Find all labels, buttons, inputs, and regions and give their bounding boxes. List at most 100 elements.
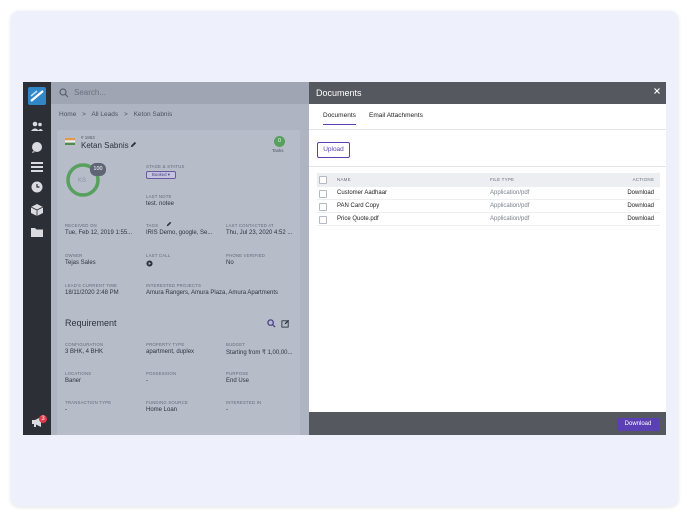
search-icon <box>59 88 69 98</box>
logo-icon[interactable] <box>28 87 46 105</box>
field-label: PHONE VERIFIED <box>226 253 266 258</box>
document-name: Price Quote.pdf <box>337 216 379 222</box>
row-checkbox[interactable] <box>319 202 327 211</box>
field-label: STAGE & STATUS <box>146 164 185 169</box>
field-label: BUDGET <box>226 342 246 347</box>
table-row: PAN Card Copy Application/pdf Download <box>317 200 660 213</box>
field-label: PURPOSE <box>226 371 249 376</box>
row-checkbox[interactable] <box>319 189 327 198</box>
search-input[interactable]: Search... <box>74 88 107 97</box>
field-value: Tejas Sales <box>65 260 96 266</box>
notification-badge: 3 <box>39 415 47 423</box>
field-label: OWNER <box>65 253 83 258</box>
field-value: apartment, duplex <box>146 349 195 355</box>
field-value: - <box>146 378 148 384</box>
requirement-title: Requirement <box>65 318 117 328</box>
lead-detail-page: Search... Home > All Leads > Keton Sabni… <box>51 82 309 435</box>
chat-icon[interactable] <box>30 140 44 154</box>
field-value: End Use <box>226 378 250 384</box>
table-row: Price Quote.pdf Application/pdf Download <box>317 213 660 226</box>
field-value: Home Loan <box>146 407 178 413</box>
breadcrumb-home[interactable]: Home <box>59 111 77 118</box>
column-header-name: NAME <box>337 177 351 182</box>
select-all-checkbox[interactable] <box>319 176 327 184</box>
field-label: CONFIGURATION <box>65 342 104 347</box>
column-header-file-type: FILE TYPE <box>490 177 515 182</box>
field-value: - <box>226 407 228 413</box>
breadcrumb-separator: > <box>123 111 128 118</box>
requirement-card: Requirement CONFIGURATION 3 BHK, 4 BHK P… <box>57 308 300 435</box>
field-value: IRIS Demo, google, Se... <box>146 230 213 236</box>
lead-score: 100 <box>90 163 106 176</box>
drawer-header: Documents <box>309 82 666 104</box>
field-value: test. notee <box>146 201 175 207</box>
breadcrumb-all-leads[interactable]: All Leads <box>91 111 119 118</box>
folder-icon[interactable] <box>30 225 44 239</box>
field-value: Baner <box>65 378 82 384</box>
table-row: Customer Aadhaar Application/pdf Downloa… <box>317 187 660 200</box>
upload-button[interactable]: Upload <box>317 142 350 158</box>
field-label: LAST CALL <box>146 253 171 258</box>
users-icon[interactable] <box>30 119 44 133</box>
drawer-title: Documents <box>316 88 362 98</box>
lead-initials: KS <box>78 178 87 184</box>
breadcrumb-separator: > <box>82 111 86 118</box>
document-type: Application/pdf <box>490 203 530 209</box>
play-call-icon[interactable] <box>146 260 153 267</box>
tab-documents[interactable]: Documents <box>323 112 356 125</box>
india-flag-icon <box>65 138 75 145</box>
field-label: TRANSACTION TYPE <box>65 400 112 405</box>
megaphone-icon[interactable] <box>30 415 44 429</box>
tasks-count[interactable]: 0 <box>274 136 285 147</box>
edit-icon[interactable] <box>130 141 137 148</box>
column-header-actions: ACTIONS <box>632 177 654 182</box>
breadcrumb-current: Keton Sabnis <box>133 111 173 118</box>
field-label: INTERESTED PROJECTS <box>146 283 202 288</box>
app-window: 3 Search... Home > All Leads > Keton Sab… <box>23 82 666 435</box>
field-value: 18/11/2020 2:48 PM <box>65 290 119 296</box>
field-label: FUNDING SOURCE <box>146 400 188 405</box>
field-value: Starting from ₹ 1,00,00... <box>226 350 293 356</box>
tab-divider <box>309 129 666 130</box>
lead-summary-card: # 1863 Ketan Sabnis 0 Tasks 100 KS STAGE… <box>57 130 300 320</box>
edit-icon[interactable] <box>281 319 290 328</box>
download-button[interactable]: Download <box>617 418 659 431</box>
status-value: Booked <box>152 172 167 177</box>
lead-name: Ketan Sabnis <box>81 141 129 150</box>
list-icon[interactable] <box>30 160 44 174</box>
row-download-link[interactable]: Download <box>627 216 654 222</box>
field-label: LAST NOTE <box>146 194 172 199</box>
document-name: Customer Aadhaar <box>337 190 388 196</box>
field-label: LEAD'S CURRENT TIME <box>65 283 118 288</box>
document-type: Application/pdf <box>490 190 530 196</box>
drawer-footer <box>309 412 666 435</box>
field-label: LOCATIONS <box>65 371 92 376</box>
field-label: LAST CONTACTED AT <box>226 223 274 228</box>
field-label: TAGS <box>146 223 159 228</box>
clock-icon[interactable] <box>30 180 44 194</box>
field-value: - <box>65 407 67 413</box>
edit-tags-icon[interactable] <box>166 221 172 227</box>
document-name: PAN Card Copy <box>337 203 380 209</box>
field-value: Thu, Jul 23, 2020 4:52 ... <box>226 230 293 236</box>
close-icon[interactable] <box>653 87 661 95</box>
field-label: RECEIVED ON <box>65 223 97 228</box>
field-label: PROPERTY TYPE <box>146 342 185 347</box>
field-label: INTERESTED IN <box>226 400 262 405</box>
tab-email-attachments[interactable]: Email Attachments <box>369 112 423 119</box>
field-value: Amura Rangers, Amura Plaza, Amura Apartm… <box>146 290 279 296</box>
table-header: NAME FILE TYPE ACTIONS <box>317 173 660 187</box>
documents-drawer: Documents Documents Email Attachments Up… <box>309 82 666 435</box>
search-bar[interactable]: Search... <box>51 82 309 104</box>
sidebar: 3 <box>23 82 51 435</box>
lead-id: # 1863 <box>81 135 95 140</box>
status-dropdown[interactable]: Booked ▾ <box>146 171 176 179</box>
row-download-link[interactable]: Download <box>627 190 654 196</box>
search-icon[interactable] <box>267 319 276 328</box>
field-value: No <box>226 260 234 266</box>
cube-icon[interactable] <box>30 203 44 217</box>
row-checkbox[interactable] <box>319 215 327 224</box>
row-download-link[interactable]: Download <box>627 203 654 209</box>
breadcrumb: Home > All Leads > Keton Sabnis <box>59 111 176 118</box>
divider <box>309 166 666 167</box>
